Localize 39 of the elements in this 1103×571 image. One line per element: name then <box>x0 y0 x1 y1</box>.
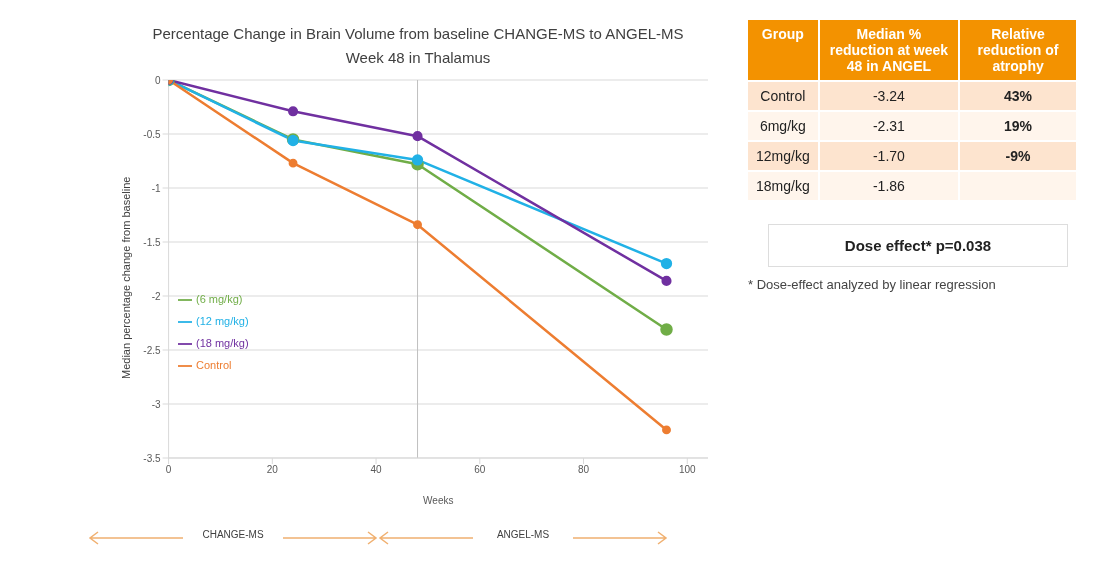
text: -1.86 <box>872 178 905 194</box>
legend-label: (6 mg/kg) <box>196 293 243 305</box>
x-tick-label: 0 <box>165 464 172 476</box>
legend-label: (18 mg/kg) <box>196 337 249 349</box>
text: -1.70 <box>872 148 905 164</box>
text: CHANGE-MS <box>183 529 283 540</box>
y-tick-label: -2.5 <box>143 344 162 356</box>
legend-label: Control <box>196 359 232 371</box>
y-tick-label: 0 <box>155 74 162 86</box>
x-tick-label: 80 <box>577 464 590 476</box>
x-tick-label: 20 <box>266 464 279 476</box>
text: ANGEL-MS <box>473 529 573 540</box>
text: -9% <box>1005 148 1031 164</box>
y-axis-title: Median percentage change from baseline <box>120 176 133 379</box>
text: -3.24 <box>872 88 905 104</box>
x-tick-label: 60 <box>474 464 486 476</box>
y-tick-label: -0.5 <box>143 128 162 140</box>
x-tick-label: 100 <box>678 464 697 476</box>
category-label: Control <box>760 88 806 104</box>
x-axis-title: Weeks <box>423 495 454 506</box>
category-label: Relative reduction of atrophy <box>959 20 1077 81</box>
text: 19% <box>1004 118 1033 134</box>
y-tick-label: -3 <box>151 398 161 410</box>
y-tick-label: -1 <box>151 182 161 194</box>
text: 43% <box>1004 88 1033 104</box>
category-label: 18mg/kg <box>756 178 810 194</box>
x-tick-label: 40 <box>370 464 383 476</box>
y-tick-label: -1.5 <box>143 236 162 248</box>
chart-title: Percentage Change in Brain Volume from baseline CHANGE-MS to ANGEL-MS Week 48 in Thalamus <box>151 24 685 68</box>
text: -2.31 <box>872 118 905 134</box>
legend-label: (12 mg/kg) <box>196 315 249 327</box>
category-label: Group <box>748 20 819 81</box>
category-label: 6mg/kg <box>759 118 806 134</box>
y-tick-label: -2 <box>151 290 161 302</box>
y-tick-label: -3.5 <box>143 452 162 464</box>
text: * Dose-effect analyzed by linear regression <box>748 277 997 292</box>
text: Dose effect* p=0.038 <box>768 224 1068 267</box>
category-label: Median % reduction at week 48 in ANGEL <box>818 20 960 81</box>
category-label: 12mg/kg <box>756 148 810 164</box>
